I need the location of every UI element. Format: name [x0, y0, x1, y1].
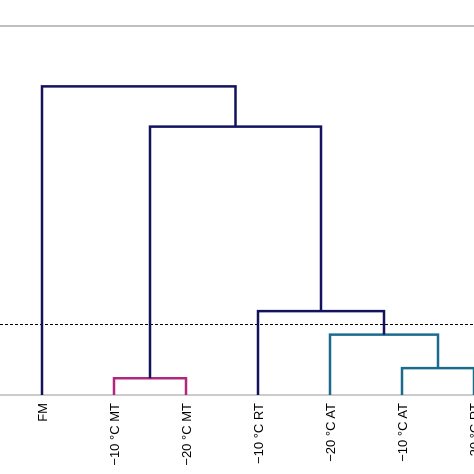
leaf-labels: FM −10 °C MT −20 °C MT −10 °C RT −20 °C AT −1…	[35, 403, 474, 466]
dendrogram-link-5	[148, 125, 323, 379]
dendrogram-links	[40, 85, 474, 395]
dendrogram-link-6	[40, 85, 237, 395]
dendrogram-link-4	[256, 309, 386, 395]
leaf-label: −10 °C AT	[395, 403, 410, 462]
leaf-label: −20 °C MT	[179, 403, 194, 466]
dendrogram-link-1	[112, 376, 188, 395]
leaf-label: −20 °C AT	[323, 403, 338, 462]
dendrogram-link-3	[328, 333, 440, 395]
leaf-label: −20 °C RT	[467, 403, 474, 464]
leaf-label: −10 °C MT	[107, 403, 122, 466]
leaf-label: FM	[35, 403, 50, 422]
dendrogram-link-2	[400, 366, 474, 395]
leaf-label: −10 °C RT	[251, 403, 266, 464]
